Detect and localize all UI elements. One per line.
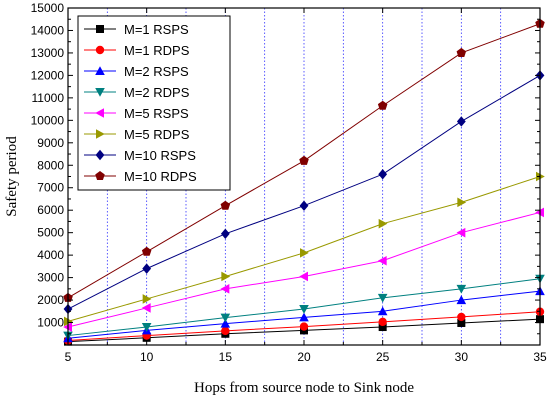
data-point bbox=[299, 305, 309, 314]
legend-label: M=1 RSPS bbox=[124, 22, 189, 37]
legend-item: M=2 RSPS bbox=[84, 64, 189, 79]
data-point bbox=[377, 100, 388, 110]
data-point bbox=[95, 45, 105, 55]
legend-label: M=1 RDPS bbox=[124, 43, 190, 58]
y-tick-label: 10000 bbox=[31, 113, 65, 127]
legend: M=1 RSPS M=1 RDPS M=2 RSPS M=2 RDPS M=5 RSPS… bbox=[77, 15, 231, 191]
y-tick-label: 11000 bbox=[32, 91, 65, 105]
data-point bbox=[456, 284, 467, 294]
data-point bbox=[456, 116, 466, 127]
legend-box bbox=[77, 15, 231, 191]
data-point bbox=[299, 155, 309, 165]
data-point bbox=[299, 312, 309, 322]
y-tick-label: 12000 bbox=[31, 68, 65, 82]
legend-label: M=5 RSPS bbox=[124, 106, 189, 121]
x-tick-label: 30 bbox=[455, 350, 469, 364]
data-point bbox=[220, 313, 231, 323]
x-tick-label: 20 bbox=[297, 350, 311, 364]
data-point bbox=[141, 246, 152, 256]
y-tick-label: 13000 bbox=[31, 46, 65, 60]
data-point bbox=[378, 317, 387, 327]
x-tick-label: 5 bbox=[65, 350, 72, 364]
legend-item: M=2 RDPS bbox=[84, 85, 190, 100]
axis-ticks: 5 10 15 20 25 30 35 1000 2000 3000 4000 5000 6000 700… bbox=[31, 1, 547, 364]
series-4 bbox=[63, 274, 545, 341]
x-tick-label: 10 bbox=[140, 350, 154, 364]
data-point bbox=[95, 149, 105, 161]
data-point bbox=[456, 47, 467, 57]
x-axis-label: Hops from source node to Sink node bbox=[194, 380, 414, 396]
series-5 bbox=[63, 207, 544, 332]
data-point bbox=[221, 326, 230, 336]
data-point bbox=[378, 323, 387, 332]
x-tick-label: 15 bbox=[219, 350, 233, 364]
data-point bbox=[378, 169, 388, 180]
data-point bbox=[141, 323, 152, 332]
data-point bbox=[221, 271, 231, 282]
data-point bbox=[220, 284, 230, 294]
data-point bbox=[220, 200, 231, 210]
data-point bbox=[299, 271, 308, 282]
y-tick-label: 14000 bbox=[31, 23, 65, 37]
data-point bbox=[456, 295, 467, 305]
y-tick-label: 2000 bbox=[37, 293, 64, 307]
legend-item: M=1 RSPS bbox=[84, 22, 189, 37]
data-point bbox=[457, 197, 467, 208]
legend-label: M=2 RDPS bbox=[124, 85, 190, 100]
data-point bbox=[457, 312, 466, 322]
data-point bbox=[378, 218, 388, 229]
y-tick-label: 8000 bbox=[37, 158, 64, 172]
data-point bbox=[457, 318, 466, 327]
y-tick-label: 7000 bbox=[37, 181, 64, 195]
data-point bbox=[96, 25, 104, 33]
legend-label: M=10 RSPS bbox=[124, 148, 196, 163]
y-tick-label: 5000 bbox=[37, 226, 64, 240]
data-point bbox=[220, 228, 230, 239]
series-8 bbox=[63, 18, 545, 302]
legend-item: M=5 RDPS bbox=[84, 127, 190, 142]
data-point bbox=[95, 108, 104, 118]
data-point bbox=[96, 129, 105, 139]
data-point bbox=[142, 294, 152, 304]
y-tick-label: 6000 bbox=[37, 203, 64, 217]
data-point bbox=[220, 318, 231, 328]
data-point bbox=[95, 88, 105, 97]
data-point bbox=[142, 263, 152, 274]
data-point bbox=[456, 227, 466, 238]
y-tick-label: 1000 bbox=[37, 316, 64, 330]
y-tick-label: 3000 bbox=[37, 271, 64, 285]
legend-label: M=10 RDPS bbox=[124, 169, 197, 184]
data-point bbox=[299, 200, 309, 211]
data-point bbox=[300, 248, 309, 258]
legend-label: M=2 RSPS bbox=[124, 64, 189, 79]
data-point bbox=[299, 322, 309, 331]
data-point bbox=[95, 66, 105, 75]
y-tick-label: 4000 bbox=[37, 248, 64, 262]
x-tick-label: 25 bbox=[376, 350, 390, 364]
data-point bbox=[377, 293, 388, 303]
data-point bbox=[141, 303, 151, 313]
legend-item: M=1 RDPS bbox=[84, 43, 190, 58]
legend-label: M=5 RDPS bbox=[124, 127, 190, 142]
y-tick-label: 9000 bbox=[37, 136, 64, 150]
data-point bbox=[95, 171, 105, 181]
legend-item: M=5 RSPS bbox=[84, 106, 189, 121]
data-point bbox=[377, 255, 387, 266]
y-axis-label: Safety period bbox=[4, 136, 20, 217]
legend-item: M=10 RDPS bbox=[84, 169, 197, 184]
legend-item: M=10 RSPS bbox=[84, 148, 196, 163]
data-point bbox=[377, 306, 388, 316]
y-tick-label: 15000 bbox=[31, 1, 65, 15]
x-tick-label: 35 bbox=[533, 350, 547, 364]
